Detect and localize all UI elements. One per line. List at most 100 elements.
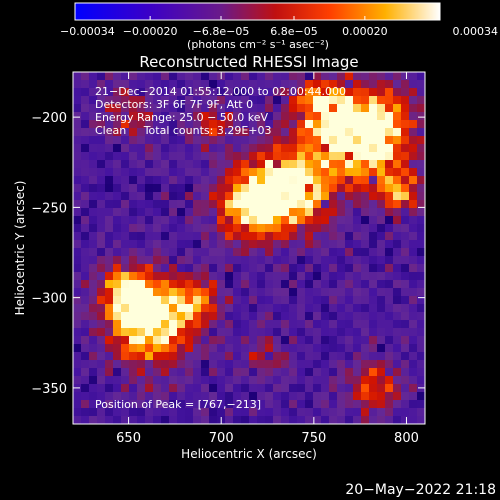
heatmap-cell xyxy=(353,392,362,401)
heatmap-cell xyxy=(417,160,425,169)
heatmap-cell xyxy=(169,320,178,329)
heatmap-cell xyxy=(273,184,282,193)
heatmap-cell xyxy=(209,368,218,377)
heatmap-cell xyxy=(409,112,418,121)
heatmap-cell xyxy=(297,192,306,201)
heatmap-cell xyxy=(137,104,146,113)
heatmap-cell xyxy=(377,336,386,345)
heatmap-cell xyxy=(273,112,282,121)
heatmap-cell xyxy=(225,288,234,297)
heatmap-cell xyxy=(409,160,418,169)
heatmap-cell xyxy=(297,120,306,129)
heatmap-cell xyxy=(153,256,162,265)
heatmap-cell xyxy=(201,80,210,89)
heatmap-cell xyxy=(393,272,402,281)
heatmap-cell xyxy=(321,80,330,89)
heatmap-cell xyxy=(97,192,106,201)
heatmap-cell xyxy=(393,192,402,201)
heatmap-cell xyxy=(377,408,386,417)
heatmap-cell xyxy=(361,304,370,313)
heatmap-cell xyxy=(345,88,354,97)
heatmap-cell xyxy=(201,96,210,105)
heatmap-cell xyxy=(225,320,234,329)
heatmap-cell xyxy=(313,296,322,305)
heatmap-cell xyxy=(353,208,362,217)
heatmap-cell xyxy=(377,264,386,273)
heatmap-cell xyxy=(201,368,210,377)
heatmap-cell xyxy=(241,224,250,233)
heatmap-cell xyxy=(169,104,178,113)
heatmap-cell xyxy=(361,376,370,385)
heatmap-cell xyxy=(393,280,402,289)
heatmap-cell xyxy=(185,216,194,225)
heatmap-cell xyxy=(193,344,202,353)
heatmap-cell xyxy=(145,336,154,345)
heatmap-cell xyxy=(225,112,234,121)
heatmap-cell xyxy=(313,248,322,257)
heatmap-cell xyxy=(257,416,266,424)
heatmap-cell xyxy=(401,304,410,313)
heatmap-cell xyxy=(401,152,410,161)
heatmap-cell xyxy=(145,96,154,105)
heatmap-cell xyxy=(201,152,210,161)
heatmap-cell xyxy=(353,160,362,169)
heatmap-cell xyxy=(209,80,218,89)
heatmap-cell xyxy=(97,80,106,89)
heatmap-cell xyxy=(185,224,194,233)
heatmap-cell xyxy=(321,272,330,281)
heatmap-cell xyxy=(377,248,386,257)
heatmap-cell xyxy=(153,136,162,145)
heatmap-cell xyxy=(345,128,354,137)
heatmap-cell xyxy=(417,216,425,225)
heatmap-cell xyxy=(113,128,122,137)
heatmap-cell xyxy=(417,192,425,201)
heatmap-cell xyxy=(113,216,122,225)
heatmap-cell xyxy=(377,200,386,209)
heatmap-cell xyxy=(137,272,146,281)
heatmap-cell xyxy=(377,256,386,265)
heatmap-cell xyxy=(241,152,250,161)
heatmap-cell xyxy=(233,408,242,417)
annotation-clean-counts: Clean Total counts: 3.29E+03 xyxy=(95,124,272,137)
heatmap-cell xyxy=(169,264,178,273)
heatmap-cell xyxy=(265,80,274,89)
heatmap-cell xyxy=(345,208,354,217)
heatmap-cell xyxy=(265,368,274,377)
heatmap-cell xyxy=(401,312,410,321)
heatmap-cell xyxy=(385,400,394,409)
heatmap-cell xyxy=(137,144,146,153)
heatmap-cell xyxy=(329,168,338,177)
heatmap-cell xyxy=(273,88,282,97)
heatmap-cell xyxy=(129,80,138,89)
heatmap-cell xyxy=(289,376,298,385)
heatmap-cell xyxy=(113,96,122,105)
heatmap-cell xyxy=(297,160,306,169)
heatmap-cell xyxy=(97,240,106,249)
heatmap-cell xyxy=(193,304,202,313)
heatmap-cell xyxy=(385,88,394,97)
heatmap-cell xyxy=(249,280,258,289)
y-tick-label: −250 xyxy=(31,201,67,216)
heatmap-cell xyxy=(401,88,410,97)
heatmap-cell xyxy=(129,104,138,113)
heatmap-cell xyxy=(73,304,82,313)
heatmap-cell xyxy=(137,288,146,297)
heatmap-cell xyxy=(161,152,170,161)
heatmap-cell xyxy=(265,104,274,113)
heatmap-cell xyxy=(249,144,258,153)
heatmap-cell xyxy=(193,160,202,169)
heatmap-cell xyxy=(145,176,154,185)
heatmap-cell xyxy=(113,288,122,297)
heatmap-cell xyxy=(353,88,362,97)
heatmap-cell xyxy=(217,168,226,177)
heatmap-cell xyxy=(297,376,306,385)
heatmap-cell xyxy=(385,280,394,289)
heatmap-cell xyxy=(417,120,425,129)
heatmap-cell xyxy=(417,312,425,321)
heatmap-cell xyxy=(185,352,194,361)
heatmap-cell xyxy=(361,128,370,137)
heatmap-cell xyxy=(401,200,410,209)
heatmap-cell xyxy=(137,232,146,241)
heatmap-cell xyxy=(89,240,98,249)
heatmap-cell xyxy=(321,152,330,161)
